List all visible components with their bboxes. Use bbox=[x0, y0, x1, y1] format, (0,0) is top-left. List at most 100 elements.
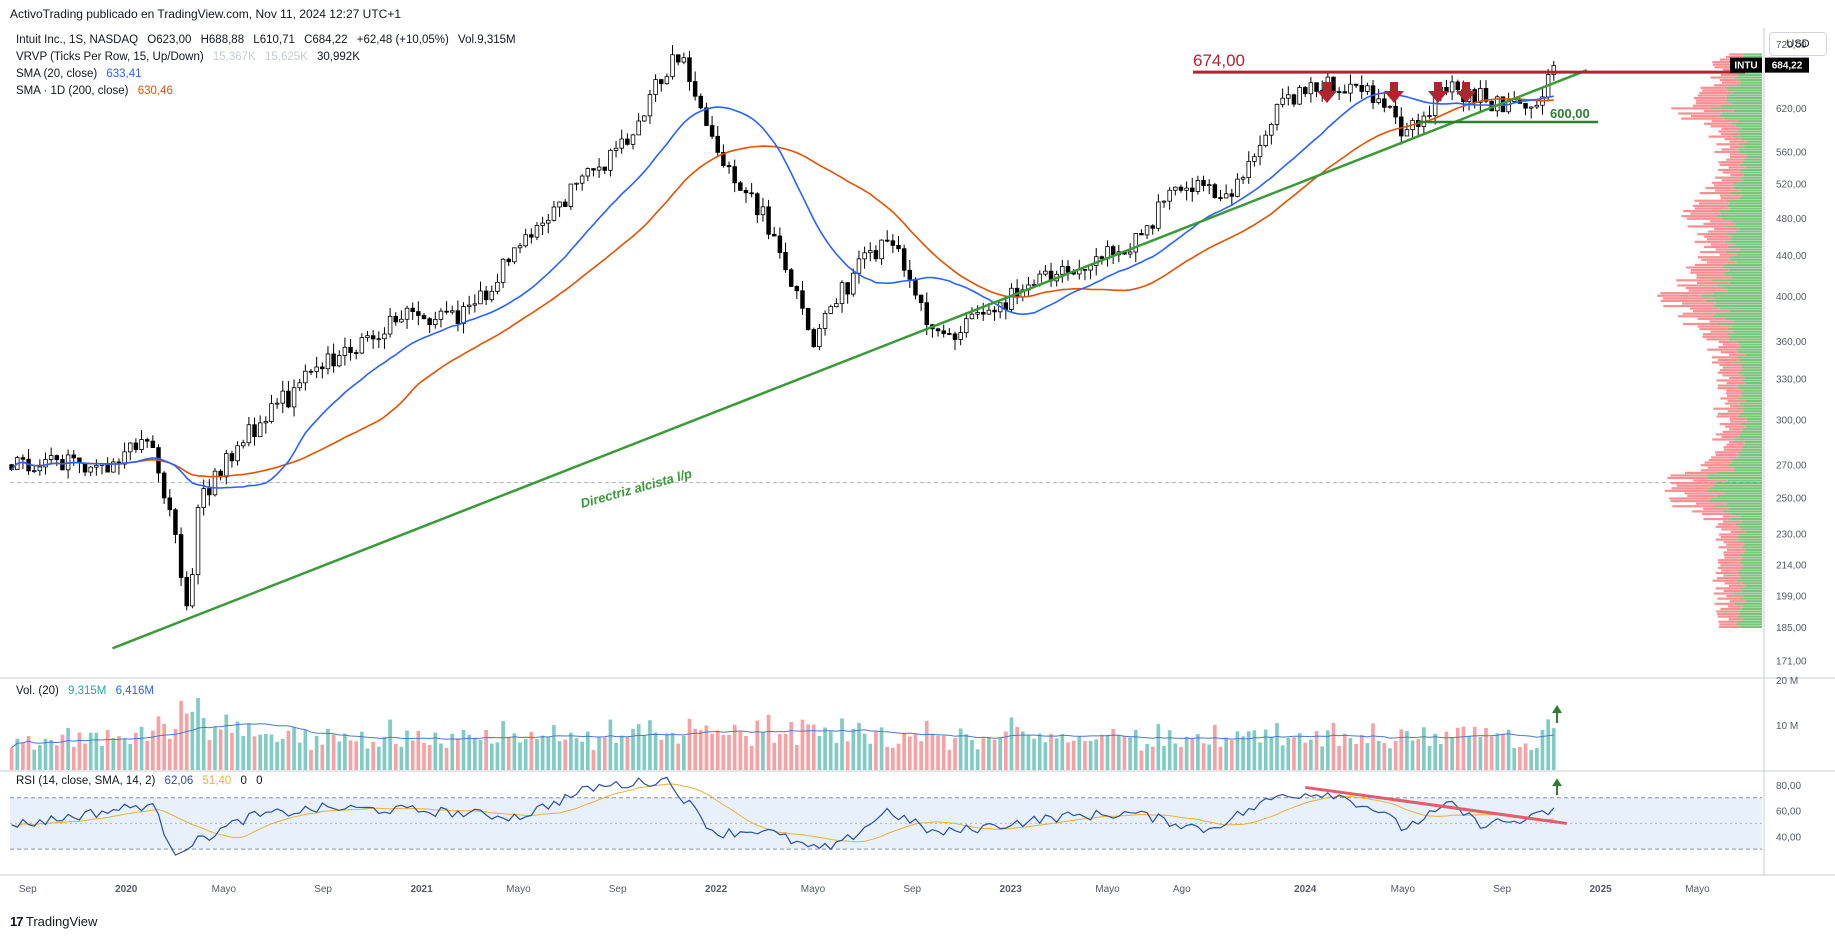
vrvp-row-up bbox=[1734, 602, 1762, 605]
volume-bar-down bbox=[145, 740, 150, 770]
vrvp-row-down bbox=[1677, 284, 1718, 287]
volume-bar-up bbox=[1309, 739, 1313, 770]
volume-bar-up bbox=[1235, 731, 1240, 770]
candle-down bbox=[659, 79, 664, 85]
currency-button[interactable]: USD bbox=[1769, 32, 1827, 56]
vrvp-row-down bbox=[1696, 274, 1725, 277]
time-axis-tick: Mayo bbox=[1391, 884, 1416, 895]
vrvp-row-up bbox=[1739, 597, 1762, 600]
legend-sma20[interactable]: SMA (20, close) 633,41 bbox=[16, 68, 148, 80]
rsi-trendline bbox=[1305, 785, 1567, 825]
volume-bar-down bbox=[936, 735, 940, 770]
candle-down bbox=[1331, 76, 1336, 92]
candle-down bbox=[1382, 98, 1387, 108]
vrvp-row-up bbox=[1709, 500, 1762, 503]
vrvp-row-down bbox=[1663, 297, 1715, 300]
vrvp-row-up bbox=[1737, 407, 1762, 410]
vrvp-row-down bbox=[1723, 574, 1740, 577]
vrvp-row-down bbox=[1670, 482, 1716, 485]
vrvp-row-down bbox=[1704, 235, 1732, 238]
volume-bar-up bbox=[337, 741, 342, 770]
vrvp-row-down bbox=[1719, 79, 1741, 82]
vrvp-row-down bbox=[1695, 99, 1726, 102]
volume-bar-down bbox=[778, 734, 782, 770]
candle-down bbox=[800, 290, 805, 309]
vrvp-row-up bbox=[1726, 96, 1762, 100]
vrvp-row-down bbox=[1716, 610, 1741, 613]
volume-bar-down bbox=[721, 734, 726, 770]
time-axis-tick: 2023 bbox=[1000, 884, 1023, 895]
candle-down bbox=[1303, 87, 1308, 95]
volume-bar-up bbox=[314, 735, 319, 770]
vrvp-row-down bbox=[1719, 163, 1740, 166]
legend-sma200[interactable]: SMA · 1D (200, close) 630,46 bbox=[16, 85, 179, 97]
vrvp-row-up bbox=[1742, 564, 1762, 567]
vrvp-row-down bbox=[1684, 471, 1718, 474]
vrvp-row-down bbox=[1718, 523, 1736, 526]
vrvp-row-up bbox=[1727, 479, 1762, 482]
vrvp-row-up bbox=[1738, 435, 1762, 439]
candle-down bbox=[1523, 102, 1528, 109]
vrvp-row-down bbox=[1724, 138, 1742, 141]
volume-bar-down bbox=[1190, 738, 1195, 770]
legend-open: O623,00 bbox=[147, 34, 192, 46]
vrvp-row-down bbox=[1676, 279, 1712, 282]
volume-bar-up bbox=[1246, 731, 1251, 770]
price-axis-tick: 214,00 bbox=[1776, 560, 1807, 571]
vrvp-row-down bbox=[1672, 505, 1716, 508]
volume-bar-up bbox=[297, 742, 302, 770]
candle-down bbox=[483, 290, 489, 301]
vrvp-row-up bbox=[1742, 428, 1762, 431]
candle-up bbox=[48, 455, 54, 460]
vrvp-up: 15,367K bbox=[212, 51, 256, 63]
volume-bar-down bbox=[1359, 734, 1364, 770]
vrvp-row-down bbox=[1702, 335, 1732, 338]
legend-volume-pane[interactable]: Vol. (20) 9,315M 6,416M bbox=[16, 685, 160, 697]
vrvp-row-down bbox=[1720, 197, 1740, 200]
legend-vrvp[interactable]: VRVP (Ticks Per Row, 15, Up/Down) 15,367… bbox=[16, 51, 366, 63]
legend-volume: Vol.9,315M bbox=[458, 34, 516, 46]
vrvp-row-up bbox=[1746, 417, 1762, 421]
volume-bar-up bbox=[1478, 737, 1483, 770]
volume-bar-up bbox=[552, 725, 556, 770]
vrvp-row-up bbox=[1746, 140, 1762, 143]
vrvp-row-down bbox=[1713, 407, 1738, 410]
vrvp-row-down bbox=[1684, 492, 1725, 495]
volume-bar-down bbox=[1484, 728, 1488, 770]
volume-bar-down bbox=[348, 740, 353, 770]
legend-rsi-pane[interactable]: RSI (14, close, SMA, 14, 2) 62,06 51,40 … bbox=[16, 775, 269, 787]
vrvp-row-up bbox=[1731, 238, 1762, 241]
vrvp-row-down bbox=[1726, 389, 1744, 392]
volume-bar-down bbox=[924, 721, 929, 770]
vrvp-row-down bbox=[1721, 148, 1739, 151]
volume-bar-up bbox=[1529, 749, 1534, 770]
vrvp-row-down bbox=[1690, 268, 1729, 272]
candle-down bbox=[766, 206, 771, 235]
volume-bar-up bbox=[569, 732, 573, 770]
volume-bar-up bbox=[15, 738, 20, 770]
volume-bar-down bbox=[207, 740, 212, 770]
price-axis-tick: 171,00 bbox=[1776, 657, 1807, 668]
vrvp-row-up bbox=[1736, 261, 1762, 264]
volume-bar-up bbox=[94, 732, 99, 770]
volume-bar-up bbox=[1252, 730, 1257, 770]
vrvp-row-down bbox=[1715, 571, 1739, 575]
volume-bar-up bbox=[998, 738, 1003, 770]
candle-up bbox=[461, 306, 466, 324]
vrvp-row-up bbox=[1712, 315, 1762, 318]
volume-bar-up bbox=[540, 735, 545, 770]
candle-down bbox=[692, 81, 698, 97]
time-axis-tick: Mayo bbox=[1685, 884, 1710, 895]
vrvp-row-down bbox=[1718, 620, 1738, 623]
tradingview-footer[interactable]: 17 TradingView bbox=[10, 914, 97, 929]
vrvp-row-up bbox=[1705, 299, 1762, 302]
volume-bar-down bbox=[1150, 746, 1155, 770]
candle-down bbox=[602, 166, 607, 171]
candle-up bbox=[630, 134, 636, 145]
volume-bar-up bbox=[111, 738, 116, 770]
volume-bar-up bbox=[1512, 747, 1517, 770]
vrvp-row-down bbox=[1681, 117, 1725, 120]
volume-bar-up bbox=[636, 724, 641, 770]
vrvp-row-up bbox=[1739, 561, 1762, 564]
